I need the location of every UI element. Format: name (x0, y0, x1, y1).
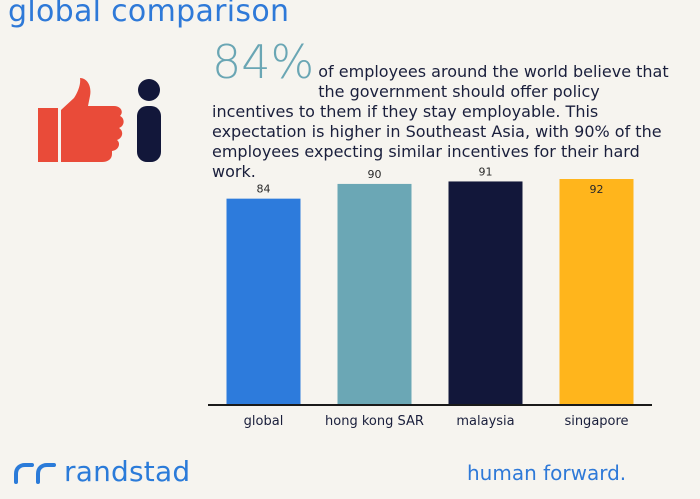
x-tick-label: hong kong SAR (325, 414, 424, 429)
data-label: 92 (590, 183, 604, 196)
tagline: human forward. (467, 461, 627, 485)
info-icon (137, 79, 161, 162)
bar-global (226, 198, 301, 405)
x-tick-label: singapore (564, 414, 628, 429)
headline-text: of employees around the world believe th… (212, 62, 669, 181)
randstad-logo-icon (14, 462, 56, 484)
data-label: 90 (368, 168, 382, 181)
bar-singapore (559, 179, 634, 405)
bar-hong-kong-sar (337, 183, 412, 405)
icon-group (38, 76, 168, 171)
page-title: global comparison (8, 0, 290, 29)
x-tick-label: global (244, 414, 284, 429)
thumbs-up-and-info-illustration (38, 78, 161, 162)
data-label: 91 (479, 165, 493, 178)
thumbs-up-icon (38, 78, 124, 162)
bar-malaysia (448, 181, 523, 405)
headline-percent: 84% (212, 35, 315, 89)
randstad-logo: randstad (14, 455, 190, 488)
brand-name: randstad (64, 455, 191, 488)
headline-block: 84% of employees around the world believ… (212, 35, 682, 182)
x-tick-label: malaysia (456, 414, 514, 429)
data-label: 84 (257, 183, 271, 196)
